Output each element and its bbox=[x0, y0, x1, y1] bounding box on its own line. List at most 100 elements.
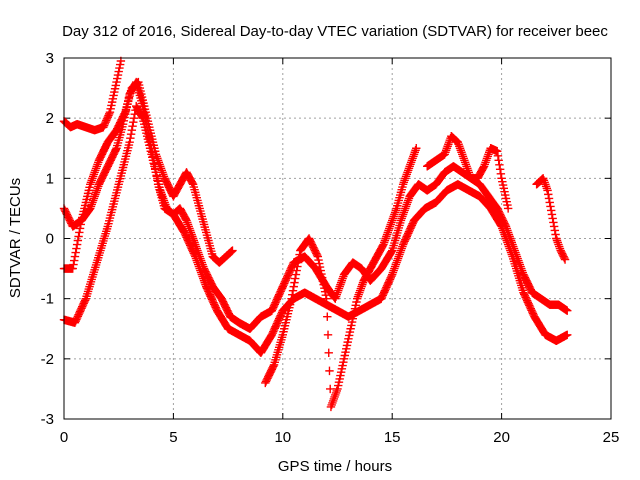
data-point bbox=[290, 274, 300, 283]
data-point bbox=[495, 165, 505, 174]
data-point bbox=[75, 224, 85, 233]
data-point bbox=[72, 240, 82, 249]
data-point bbox=[342, 341, 352, 350]
data-point bbox=[107, 101, 116, 110]
data-point bbox=[270, 324, 279, 333]
data-point bbox=[275, 312, 285, 322]
data-point bbox=[108, 94, 118, 103]
data-point bbox=[74, 232, 83, 241]
data-point bbox=[276, 311, 285, 320]
data-point bbox=[287, 263, 296, 272]
data-point bbox=[282, 272, 292, 282]
data-point bbox=[342, 344, 351, 354]
data-point bbox=[494, 156, 503, 165]
data-point bbox=[385, 275, 395, 284]
data-point bbox=[286, 264, 296, 274]
data-point bbox=[269, 303, 278, 312]
data-point bbox=[105, 107, 115, 117]
data-point bbox=[128, 121, 137, 131]
data-point bbox=[73, 312, 83, 321]
data-point bbox=[202, 284, 212, 293]
x-tick-label: 20 bbox=[493, 429, 510, 446]
data-point bbox=[274, 314, 284, 323]
data-point bbox=[269, 327, 278, 336]
data-point bbox=[276, 287, 285, 296]
data-point bbox=[326, 384, 335, 394]
data-point bbox=[347, 321, 356, 330]
y-tick-label: 1 bbox=[46, 170, 54, 187]
data-point bbox=[544, 190, 553, 199]
data-point bbox=[385, 276, 394, 286]
data-point bbox=[549, 222, 559, 231]
data-point bbox=[288, 286, 298, 295]
data-point bbox=[321, 290, 331, 300]
data-point bbox=[281, 276, 290, 285]
data-point bbox=[544, 194, 554, 203]
data-point bbox=[151, 168, 161, 177]
data-point bbox=[284, 269, 293, 278]
data-point bbox=[181, 214, 190, 224]
data-point bbox=[501, 220, 510, 230]
x-tick-label: 0 bbox=[60, 429, 68, 446]
data-point bbox=[269, 325, 279, 335]
data-point bbox=[520, 291, 530, 301]
data-point bbox=[109, 91, 118, 100]
data-point bbox=[292, 266, 301, 275]
data-point bbox=[70, 252, 80, 261]
data-point bbox=[269, 301, 279, 311]
data-point bbox=[77, 304, 86, 313]
data-point bbox=[384, 278, 393, 287]
data-point bbox=[404, 229, 413, 238]
data-point bbox=[273, 293, 282, 303]
data-point bbox=[335, 374, 344, 384]
data-point bbox=[347, 317, 357, 327]
data-point bbox=[76, 305, 85, 315]
data-point bbox=[560, 255, 570, 264]
data-point bbox=[379, 289, 388, 299]
data-point bbox=[113, 70, 123, 80]
data-point bbox=[274, 292, 283, 301]
data-point bbox=[274, 290, 284, 299]
data-point bbox=[75, 228, 84, 237]
data-point bbox=[116, 56, 126, 66]
data-point bbox=[280, 279, 289, 288]
data-point bbox=[110, 87, 119, 97]
data-point bbox=[188, 247, 198, 256]
data-point bbox=[550, 226, 560, 235]
data-point bbox=[380, 286, 390, 295]
data-point bbox=[351, 301, 360, 310]
data-point bbox=[209, 298, 218, 307]
data-point bbox=[279, 280, 288, 290]
data-point bbox=[503, 204, 513, 213]
data-point bbox=[387, 247, 396, 256]
data-point bbox=[317, 269, 326, 279]
series-track-f bbox=[423, 132, 513, 213]
data-point bbox=[546, 206, 556, 215]
data-point bbox=[72, 244, 81, 253]
data-point bbox=[499, 184, 508, 193]
data-point bbox=[295, 250, 304, 259]
data-point bbox=[401, 233, 411, 243]
data-point bbox=[350, 307, 359, 317]
data-point bbox=[339, 354, 349, 364]
data-point bbox=[273, 317, 282, 327]
data-point bbox=[312, 250, 322, 260]
data-point bbox=[500, 187, 509, 196]
data-point bbox=[526, 304, 535, 313]
data-point bbox=[386, 273, 395, 283]
data-point bbox=[107, 97, 117, 107]
data-point bbox=[277, 285, 286, 295]
data-point bbox=[382, 281, 392, 291]
data-point bbox=[406, 222, 416, 232]
data-point bbox=[319, 280, 328, 289]
data-point bbox=[378, 241, 387, 251]
data-point bbox=[153, 176, 162, 185]
data-point bbox=[387, 272, 396, 281]
data-point bbox=[202, 282, 211, 291]
data-point bbox=[210, 301, 220, 311]
data-point bbox=[72, 313, 82, 323]
data-point bbox=[324, 348, 333, 358]
plot-frame bbox=[63, 57, 612, 420]
data-point bbox=[528, 307, 537, 317]
